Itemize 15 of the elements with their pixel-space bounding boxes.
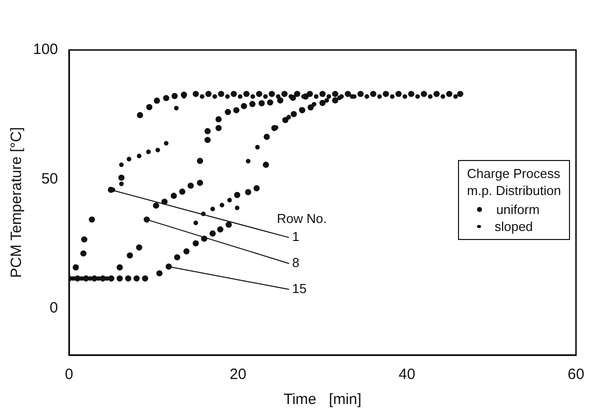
legend-label: sloped <box>494 218 533 235</box>
y-tick-label: 0 <box>50 300 58 317</box>
annotation: 8 <box>292 255 300 270</box>
y-tick-label: 50 <box>41 170 58 188</box>
annotation: 1 <box>292 229 300 244</box>
x-tick-label: 20 <box>230 366 246 384</box>
x-axis-title: Time [min] <box>284 391 362 408</box>
annotation: 15 <box>292 281 307 296</box>
x-tick-label: 60 <box>568 366 584 384</box>
y-axis-title: PCM Temperature [°C] <box>8 127 26 278</box>
legend-label: uniform <box>496 200 540 218</box>
y-tick-label: 100 <box>32 41 58 58</box>
x-tick-label: 40 <box>398 366 416 384</box>
x-tick-label: 0 <box>64 366 74 384</box>
annotation: Row No. <box>276 210 327 226</box>
